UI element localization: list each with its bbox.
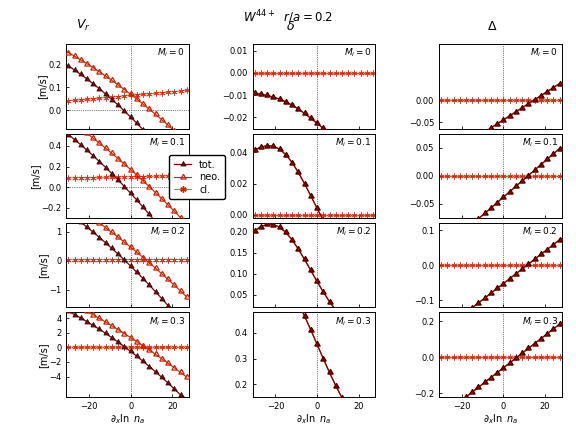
Text: $W^{44+}$  $r/a=0.2$: $W^{44+}$ $r/a=0.2$: [243, 9, 333, 26]
X-axis label: $\partial_x\ln\ n_a$: $\partial_x\ln\ n_a$: [483, 412, 518, 426]
Y-axis label: [m/s]: [m/s]: [30, 163, 40, 189]
Text: $M_i=0.3$: $M_i=0.3$: [335, 315, 372, 328]
Text: $M_i=0.1$: $M_i=0.1$: [522, 136, 558, 149]
Text: $M_i=0$: $M_i=0$: [157, 47, 185, 59]
Text: $M_i=0.2$: $M_i=0.2$: [336, 225, 372, 238]
X-axis label: $\partial_x\ln\ n_a$: $\partial_x\ln\ n_a$: [297, 412, 331, 426]
Text: $M_i=0$: $M_i=0$: [344, 47, 372, 59]
Y-axis label: [m/s]: [m/s]: [38, 252, 48, 278]
Text: $\Delta$: $\Delta$: [487, 20, 498, 33]
Text: $M_i=0.2$: $M_i=0.2$: [522, 225, 558, 238]
Text: $\delta$: $\delta$: [286, 20, 295, 33]
Text: $M_i=0.3$: $M_i=0.3$: [149, 315, 185, 328]
X-axis label: $\partial_x\ln\ n_a$: $\partial_x\ln\ n_a$: [110, 412, 145, 426]
Y-axis label: [m/s]: [m/s]: [38, 342, 48, 367]
Legend: tot., neo., cl.: tot., neo., cl.: [169, 155, 225, 199]
Y-axis label: [m/s]: [m/s]: [37, 74, 47, 99]
Text: $M_i=0$: $M_i=0$: [530, 47, 558, 59]
Text: $V_r$: $V_r$: [76, 18, 91, 33]
Text: $M_i=0.2$: $M_i=0.2$: [150, 225, 185, 238]
Text: $M_i=0.3$: $M_i=0.3$: [521, 315, 558, 328]
Text: $M_i=0.1$: $M_i=0.1$: [149, 136, 185, 149]
Text: $M_i=0.1$: $M_i=0.1$: [335, 136, 372, 149]
